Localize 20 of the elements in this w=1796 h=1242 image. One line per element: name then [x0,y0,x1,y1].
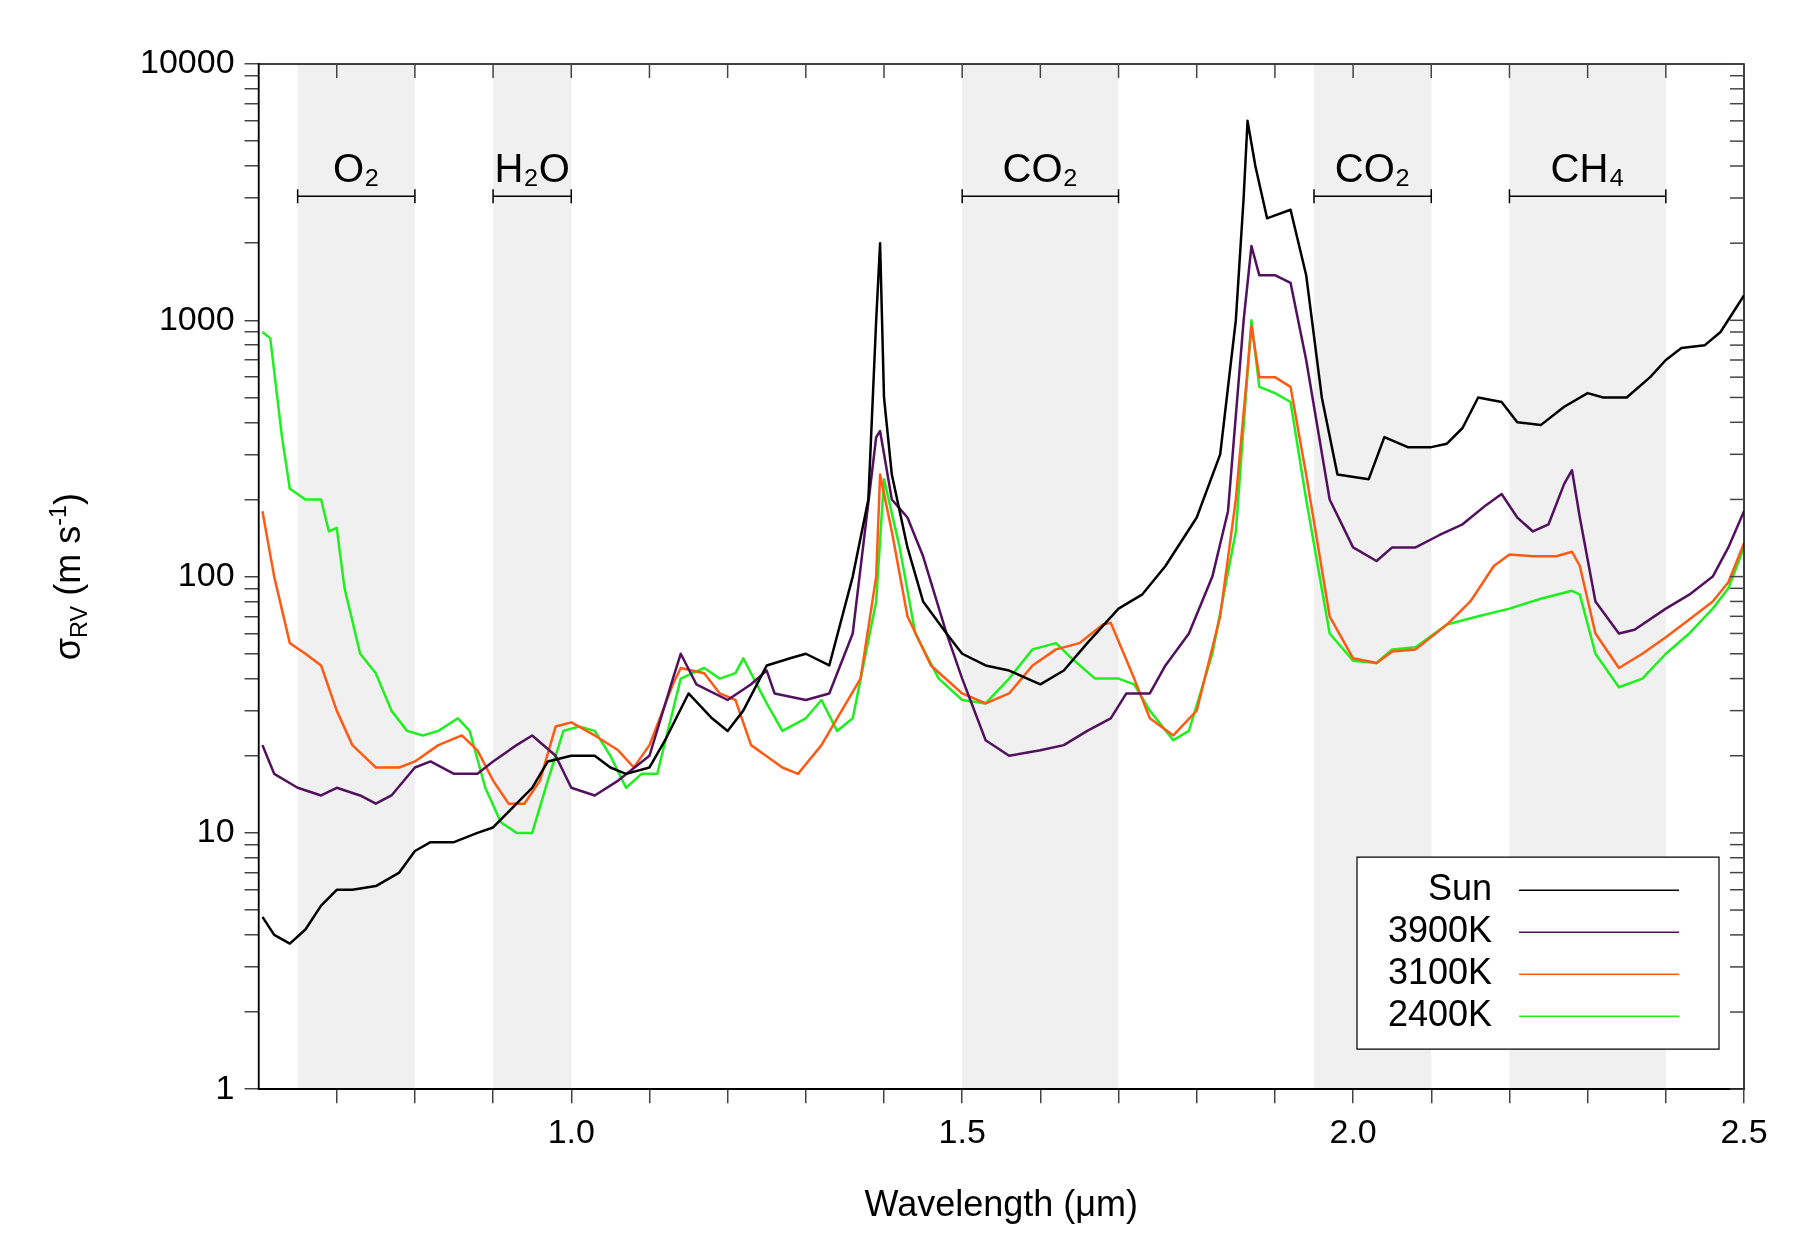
y-tick-label: 10000 [140,42,235,81]
legend-label: 2400K [1387,993,1492,1035]
band-label: CO₂ [1334,146,1411,191]
x-axis-title: Wavelength (μm) [864,1182,1139,1224]
y-axis-title: σRV (m s-1) [44,493,93,661]
x-tick-label: 1.0 [547,1111,595,1150]
y-tick-label: 10 [196,811,235,850]
legend-label: 3100K [1387,951,1492,993]
y-tick-label: 100 [177,554,235,593]
y-tick-label: 1 [215,1067,235,1106]
band-label: CO₂ [1002,146,1079,191]
legend-label: 3900K [1387,909,1492,951]
x-tick-label: 1.5 [938,1111,986,1150]
band-label: H₂O [494,146,570,191]
x-tick-label: 2.0 [1329,1111,1377,1150]
band-label: O₂ [332,146,380,191]
band-label: CH₄ [1550,146,1625,191]
x-tick-label: 2.5 [1720,1111,1768,1150]
legend-label: Sun [1427,867,1492,909]
y-tick-label: 1000 [158,298,235,337]
